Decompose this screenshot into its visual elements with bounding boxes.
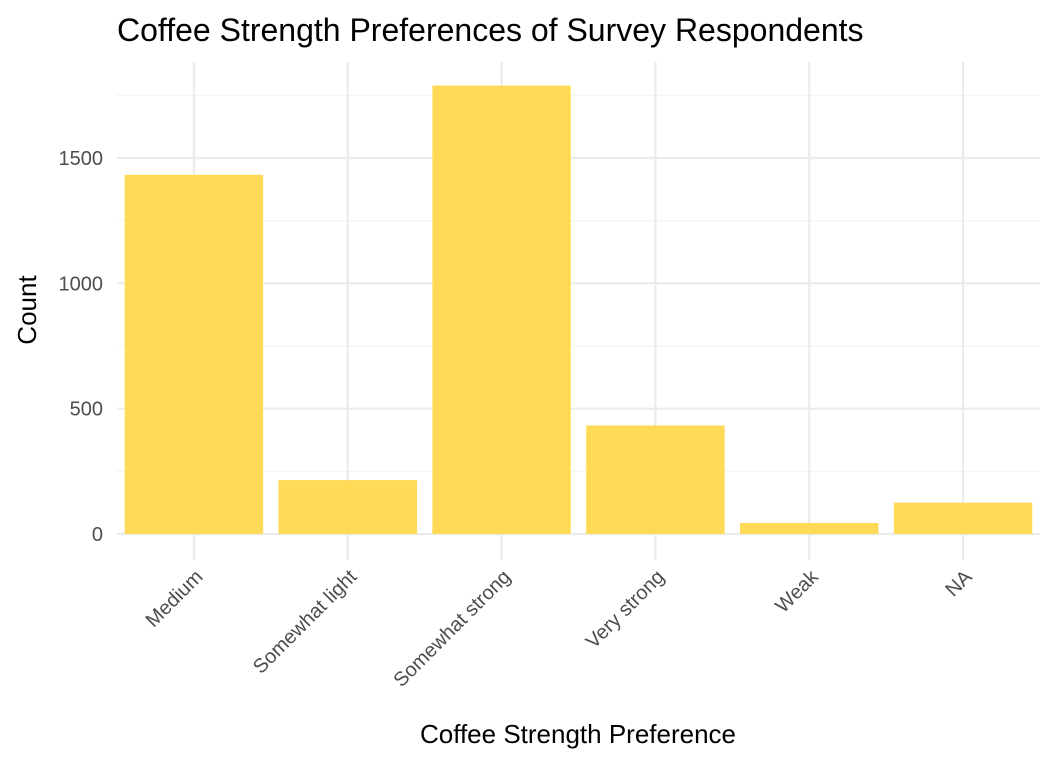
bars [124, 85, 1033, 534]
y-tick-label: 500 [70, 399, 103, 421]
y-tick-label: 0 [92, 524, 103, 546]
chart-title: Coffee Strength Preferences of Survey Re… [117, 12, 864, 48]
y-tick-label: 1000 [59, 273, 104, 295]
y-tick-label: 1500 [59, 148, 104, 170]
y-axis-title: Count [12, 275, 42, 345]
x-tick-label: Somewhat light [249, 566, 362, 679]
bar-medium [124, 174, 264, 534]
x-axis-ticks: Medium Somewhat light Somewhat strong Very … [142, 565, 977, 691]
bar-somewhat-light [278, 480, 417, 534]
y-axis-ticks: 0 500 1000 1500 [59, 148, 104, 546]
bar-somewhat-strong [432, 85, 571, 534]
x-tick-label: Somewhat strong [390, 566, 516, 692]
x-tick-label: Weak [771, 565, 823, 617]
bar-weak [740, 522, 879, 534]
bar-very-strong [586, 425, 725, 534]
x-tick-label: Medium [142, 566, 208, 632]
x-tick-label: Very strong [582, 566, 669, 653]
bar-na [893, 502, 1033, 534]
x-axis-title: Coffee Strength Preference [420, 719, 736, 749]
x-tick-label: NA [941, 566, 977, 602]
